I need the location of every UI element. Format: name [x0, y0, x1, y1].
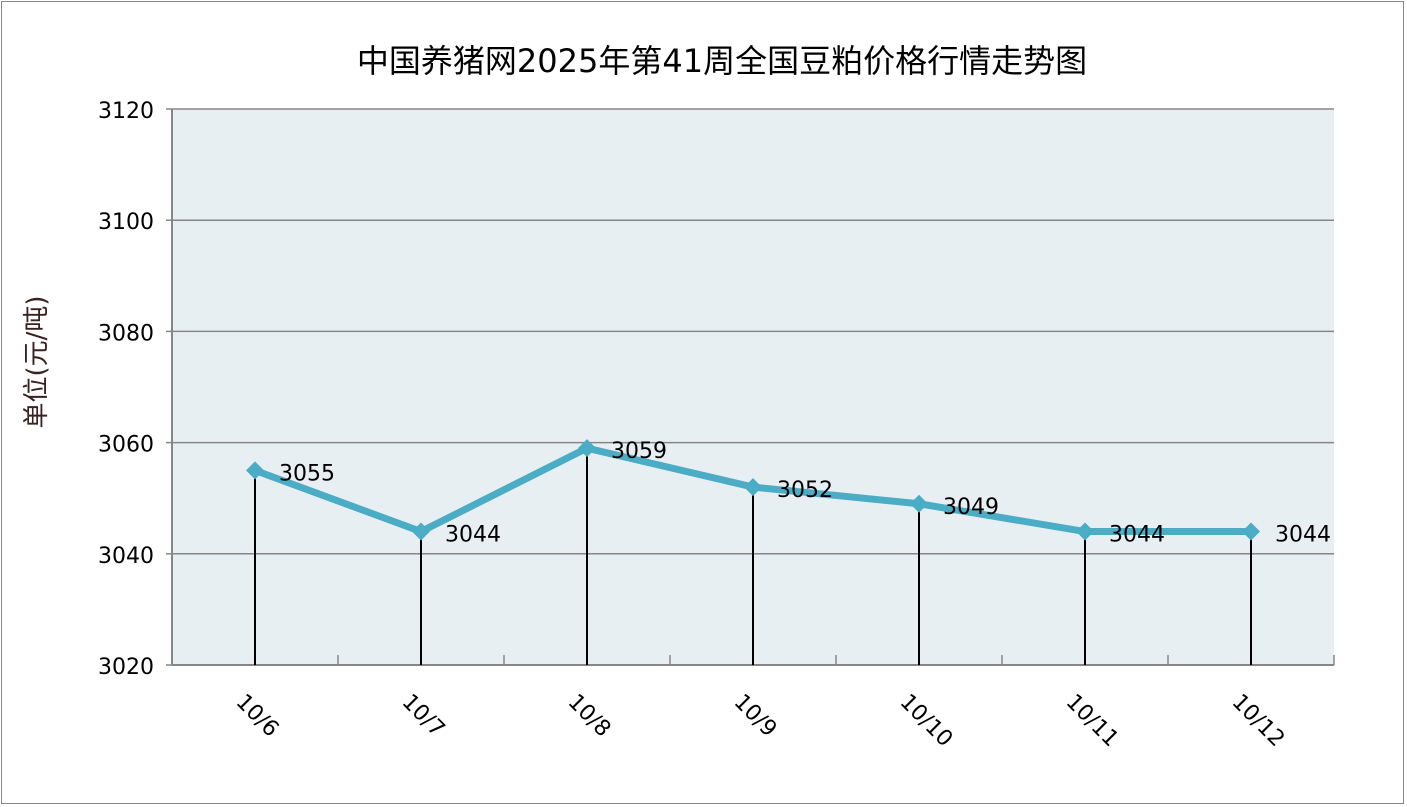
- chart-title: 中国养猪网2025年第41周全国豆粕价格行情走势图: [357, 42, 1087, 80]
- data-point: [1242, 522, 1260, 541]
- y-tick-label: 3100: [98, 210, 154, 235]
- y-tick-label: 3080: [98, 321, 154, 346]
- data-label: 3055: [279, 461, 335, 486]
- x-tick-label: 10/10: [895, 690, 958, 753]
- x-tick-label: 10/7: [397, 690, 450, 743]
- data-point: [744, 478, 762, 497]
- x-tick-label: 10/11: [1061, 690, 1124, 753]
- x-tick-label: 10/8: [563, 690, 616, 743]
- data-point: [1076, 522, 1094, 541]
- y-axis-label: 单位(元/吨): [22, 295, 52, 428]
- y-tick-label: 3040: [98, 544, 154, 569]
- data-label: 3052: [777, 478, 833, 503]
- y-tick-label: 3060: [98, 433, 154, 458]
- data-point: [246, 461, 264, 480]
- data-label: 3059: [611, 439, 667, 464]
- data-label: 3044: [1109, 523, 1165, 548]
- x-tick-label: 10/6: [231, 690, 284, 743]
- y-tick-label: 3120: [98, 99, 154, 124]
- data-point: [910, 494, 928, 513]
- x-tick-label: 10/9: [729, 690, 782, 743]
- data-label: 3044: [1275, 523, 1331, 548]
- data-label: 3049: [943, 495, 999, 520]
- x-tick-label: 10/12: [1227, 690, 1290, 753]
- y-tick-label: 3020: [98, 655, 154, 680]
- data-point: [578, 439, 596, 458]
- data-point: [412, 522, 430, 541]
- data-label: 3044: [445, 523, 501, 548]
